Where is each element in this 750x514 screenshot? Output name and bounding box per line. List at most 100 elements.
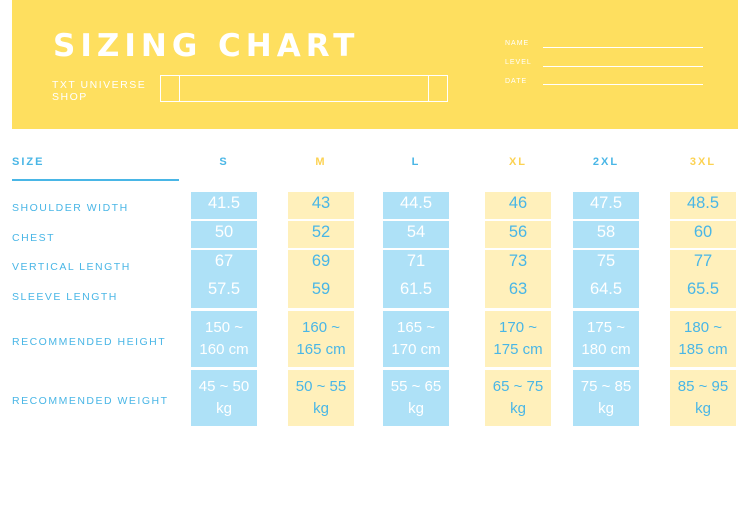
date-field-line[interactable]	[543, 84, 703, 85]
size-header-2xl: 2XL	[592, 156, 620, 168]
height-value: 180 ~	[684, 319, 722, 336]
chest-block: 56	[485, 221, 551, 248]
vertical-value: 69	[311, 252, 331, 270]
size-header-underline	[12, 179, 179, 181]
height-value: 170 cm	[391, 341, 441, 358]
field-label-name: NAME	[505, 40, 530, 47]
height-value: 185 cm	[678, 341, 728, 358]
size-header-l: L	[411, 156, 421, 168]
weight-value: kg	[598, 400, 614, 417]
vertical-value: 71	[406, 252, 426, 270]
row-label-recommended-weight: RECOMMENDED WEIGHT	[12, 395, 169, 407]
sleeve-value: 65.5	[686, 280, 720, 298]
shoulder-value: 43	[311, 194, 331, 212]
level-field-line[interactable]	[543, 66, 703, 67]
row-label-vertical-length: VERTICAL LENGTH	[12, 261, 131, 273]
height-block: 180 ~ 185 cm	[670, 311, 736, 367]
weight-block: 45 ~ 50 kg	[191, 370, 257, 426]
header-banner	[12, 0, 738, 129]
length-block: 75 64.5	[573, 250, 639, 308]
sleeve-value: 57.5	[207, 280, 241, 298]
height-block: 175 ~ 180 cm	[573, 311, 639, 367]
row-label-recommended-height: RECOMMENDED HEIGHT	[12, 336, 167, 348]
chest-value: 52	[311, 223, 331, 241]
height-block: 150 ~ 160 cm	[191, 311, 257, 367]
shoulder-block: 44.5	[383, 192, 449, 219]
shoulder-block: 43	[288, 192, 354, 219]
length-block: 71 61.5	[383, 250, 449, 308]
size-header-3xl: 3XL	[689, 156, 717, 168]
length-block: 73 63	[485, 250, 551, 308]
chest-value: 58	[596, 223, 616, 241]
size-header-s: S	[219, 156, 229, 168]
sleeve-value: 63	[508, 280, 528, 298]
chest-block: 50	[191, 221, 257, 248]
height-value: 170 ~	[499, 319, 537, 336]
height-value: 175 cm	[493, 341, 543, 358]
weight-value: kg	[313, 400, 329, 417]
size-header: SIZE	[12, 156, 45, 168]
shoulder-block: 47.5	[573, 192, 639, 219]
height-value: 165 ~	[397, 319, 435, 336]
chest-value: 54	[406, 223, 426, 241]
shoulder-value: 48.5	[686, 194, 720, 212]
shoulder-block: 41.5	[191, 192, 257, 219]
shoulder-block: 48.5	[670, 192, 736, 219]
weight-block: 55 ~ 65 kg	[383, 370, 449, 426]
height-value: 160 ~	[302, 319, 340, 336]
weight-value: 75 ~ 85	[580, 378, 632, 395]
page-title: SIZING CHART	[53, 28, 360, 64]
length-block: 77 65.5	[670, 250, 736, 308]
shoulder-value: 41.5	[207, 194, 241, 212]
size-header-m: M	[315, 156, 327, 168]
shoulder-block: 46	[485, 192, 551, 219]
chest-value: 60	[693, 223, 713, 241]
length-block: 69 59	[288, 250, 354, 308]
weight-value: kg	[510, 400, 526, 417]
weight-value: kg	[408, 400, 424, 417]
height-value: 160 cm	[199, 341, 249, 358]
vertical-value: 67	[214, 252, 234, 270]
shoulder-value: 47.5	[589, 194, 623, 212]
weight-block: 85 ~ 95 kg	[670, 370, 736, 426]
height-value: 180 cm	[581, 341, 631, 358]
chest-value: 50	[214, 223, 234, 241]
sleeve-value: 64.5	[589, 280, 623, 298]
chest-block: 60	[670, 221, 736, 248]
height-value: 165 cm	[296, 341, 346, 358]
row-label-sleeve-length: SLEEVE LENGTH	[12, 291, 118, 303]
row-label-chest: CHEST	[12, 232, 56, 244]
chest-value: 56	[508, 223, 528, 241]
shoulder-value: 46	[508, 194, 528, 212]
height-block: 160 ~ 165 cm	[288, 311, 354, 367]
shop-name: TXT UNIVERSE SHOP	[52, 79, 147, 103]
name-field-line[interactable]	[543, 47, 703, 48]
weight-value: 45 ~ 50	[198, 378, 250, 395]
vertical-value: 75	[596, 252, 616, 270]
weight-value: 50 ~ 55	[295, 378, 347, 395]
chest-block: 54	[383, 221, 449, 248]
sleeve-value: 59	[311, 280, 331, 298]
sleeve-value: 61.5	[399, 280, 433, 298]
weight-value: 65 ~ 75	[492, 378, 544, 395]
row-label-shoulder-width: SHOULDER WIDTH	[12, 202, 129, 214]
chest-block: 58	[573, 221, 639, 248]
size-header-xl: XL	[508, 156, 528, 168]
field-label-level: LEVEL	[505, 59, 532, 66]
height-block: 165 ~ 170 cm	[383, 311, 449, 367]
height-value: 150 ~	[205, 319, 243, 336]
height-value: 175 ~	[587, 319, 625, 336]
vertical-value: 73	[508, 252, 528, 270]
length-block: 67 57.5	[191, 250, 257, 308]
chest-block: 52	[288, 221, 354, 248]
weight-block: 65 ~ 75 kg	[485, 370, 551, 426]
weight-value: kg	[216, 400, 232, 417]
weight-value: kg	[695, 400, 711, 417]
shoulder-value: 44.5	[399, 194, 433, 212]
weight-block: 75 ~ 85 kg	[573, 370, 639, 426]
field-label-date: DATE	[505, 78, 528, 85]
weight-value: 55 ~ 65	[390, 378, 442, 395]
vertical-value: 77	[693, 252, 713, 270]
weight-value: 85 ~ 95	[677, 378, 729, 395]
shop-name-box[interactable]	[160, 75, 448, 102]
